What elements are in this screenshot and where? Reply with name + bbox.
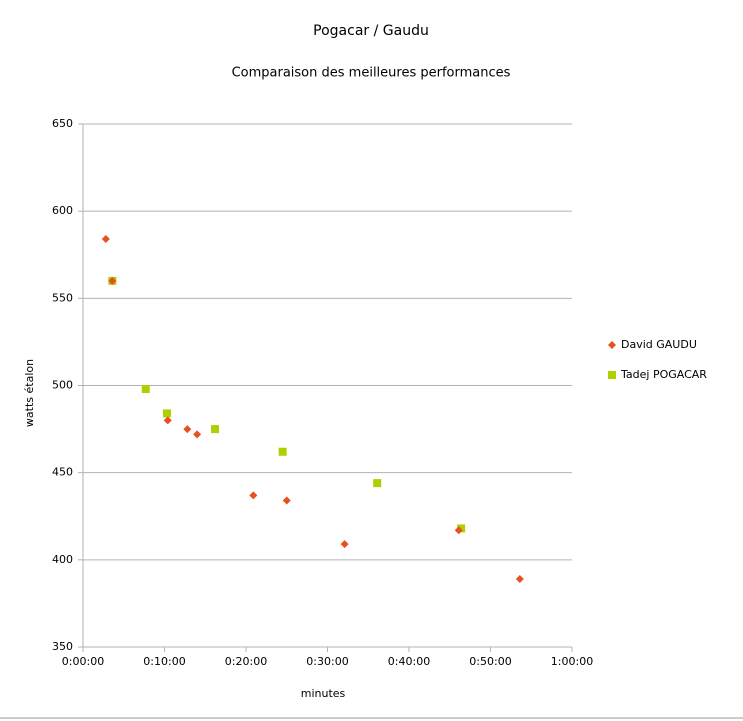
point bbox=[249, 491, 258, 500]
point bbox=[211, 425, 220, 434]
y-tick-label: 350 bbox=[52, 640, 73, 653]
point bbox=[454, 526, 463, 535]
y-tick-label: 550 bbox=[52, 291, 73, 304]
y-tick-label: 600 bbox=[52, 204, 73, 217]
y-tick-label: 400 bbox=[52, 553, 73, 566]
x-tick-label: 0:20:00 bbox=[225, 655, 267, 668]
point bbox=[515, 575, 524, 584]
chart-title: Pogacar / Gaudu bbox=[313, 23, 429, 39]
point bbox=[340, 540, 349, 549]
x-tick-label: 0:40:00 bbox=[388, 655, 430, 668]
point bbox=[163, 416, 172, 425]
point bbox=[457, 524, 466, 533]
x-tick-label: 0:50:00 bbox=[469, 655, 511, 668]
y-tick-label: 450 bbox=[52, 466, 73, 479]
point bbox=[141, 384, 150, 393]
point bbox=[282, 496, 291, 505]
point bbox=[183, 425, 192, 434]
x-tick-label: 0:30:00 bbox=[306, 655, 348, 668]
y-tick-label: 500 bbox=[52, 379, 73, 392]
legend-label: Tadej POGACAR bbox=[620, 368, 707, 381]
legend-label: David GAUDU bbox=[621, 338, 697, 351]
point bbox=[278, 447, 287, 456]
point bbox=[193, 430, 202, 439]
point bbox=[373, 479, 382, 488]
x-tick-label: 0:10:00 bbox=[143, 655, 185, 668]
point bbox=[162, 409, 171, 418]
point bbox=[108, 276, 117, 285]
legend-marker bbox=[608, 341, 616, 349]
x-tick-label: 1:00:00 bbox=[551, 655, 593, 668]
legend-marker bbox=[608, 371, 616, 379]
y-axis-label: watts étalon bbox=[23, 359, 36, 427]
chart-subtitle: Comparaison des meilleures performances bbox=[232, 66, 511, 81]
x-axis-label: minutes bbox=[301, 687, 346, 700]
point bbox=[101, 235, 110, 244]
x-tick-label: 0:00:00 bbox=[62, 655, 104, 668]
y-tick-label: 650 bbox=[52, 117, 73, 130]
